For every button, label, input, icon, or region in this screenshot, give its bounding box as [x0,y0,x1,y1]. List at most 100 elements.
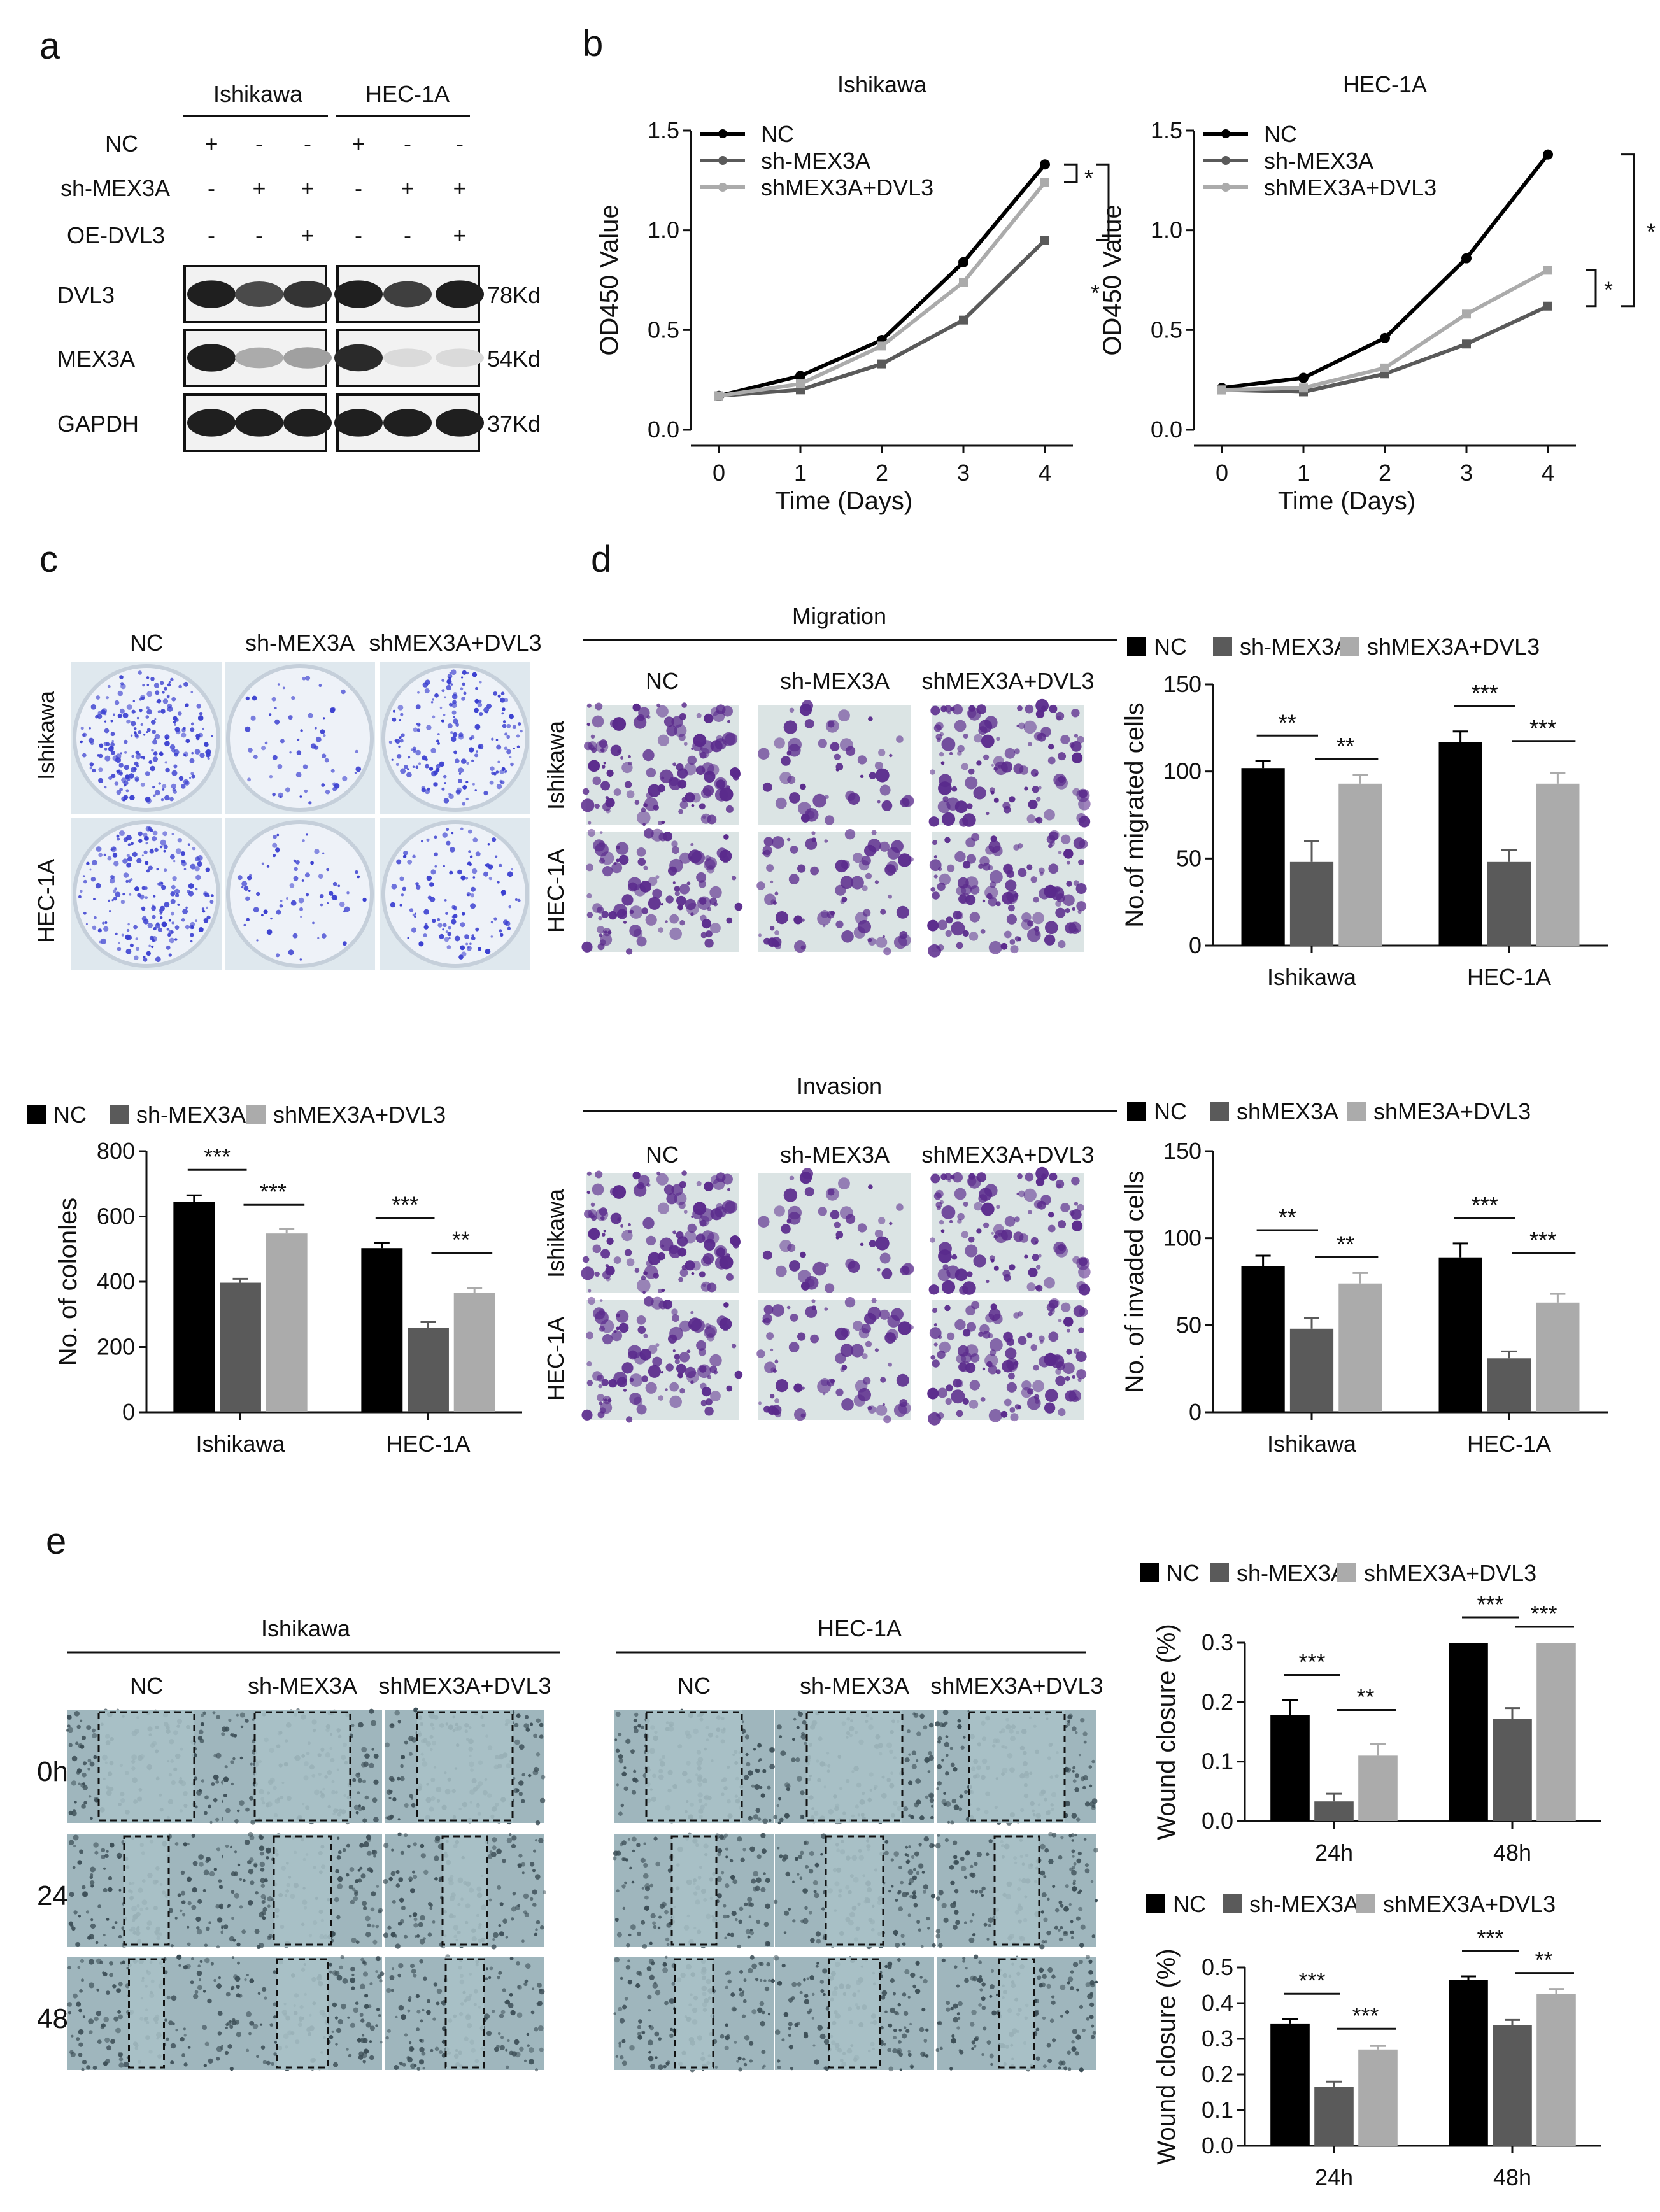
transwell-image-speck [657,1202,670,1214]
transwell-image-speck [628,761,632,765]
wound-image-speck [355,1773,361,1778]
colony [129,893,132,896]
wound-image-speck [225,2026,228,2029]
wound-border [444,1958,485,2069]
colony [479,712,483,716]
wound-image-speck [236,1809,240,1813]
wound-image-speck [958,1807,963,1811]
transwell-image-speck [1032,1254,1039,1261]
colony [433,770,438,776]
wound-image-speck [373,1854,376,1858]
wound-image-speck [432,2017,436,2021]
wound-image-speck [985,1852,990,1856]
transwell-image-speck [976,1228,982,1234]
transwell-image-speck [825,719,839,733]
wound-image-speck [388,1876,393,1882]
data-point [877,359,886,369]
transwell-image-speck [1004,748,1016,759]
colony [301,879,304,882]
transwell-image-speck [788,1205,802,1220]
transwell-image-speck [691,748,694,750]
transwell-image-speck [985,846,995,855]
wound-image-speck [745,1752,749,1757]
wound-image-speck [935,1934,940,1939]
transwell-image-speck [865,872,872,879]
wound-image-speck [1060,1904,1064,1908]
wound-image-speck [1077,1890,1081,1894]
transwell-image-speck [1066,881,1072,887]
colony [269,774,273,779]
colony [437,733,440,735]
wound-image-speck [250,1880,255,1885]
transwell-image-speck [841,860,850,870]
wound-image-speck [383,1932,389,1938]
colony [110,742,115,747]
wound-image-speck [353,1804,359,1810]
transwell-image-speck [594,1271,600,1277]
wound-image-speck [792,1880,795,1883]
wound-image-speck [530,1897,534,1901]
wound-image-speck [230,1760,234,1764]
wound-image-speck [369,2025,375,2031]
transwell-image-speck [672,846,679,854]
wound-image-speck [224,2050,229,2055]
wound-image-speck [762,2066,765,2069]
colony [183,868,187,871]
transwell-image-speck [611,1330,623,1342]
wound-image-speck [1068,1834,1072,1838]
wound-image-speck [784,1782,790,1788]
colony [166,928,170,931]
wound-image-speck [273,2015,276,2019]
wound-image-speck [792,1738,795,1741]
wound-image-speck [259,1851,264,1856]
transwell-image-speck [954,1319,966,1331]
transwell-image-speck [1005,879,1017,891]
wound-image-speck [426,2010,431,2015]
wound-image-speck [819,2033,826,2039]
wound-image-speck [626,1943,630,1948]
wound-image-speck [273,1970,276,1974]
transwell-image-speck [646,792,653,799]
transwell-image-speck [790,1314,798,1322]
wound-image-speck [909,1894,913,1899]
wound-image-speck [488,1898,492,1902]
transwell-image-speck [710,1175,720,1184]
colony [148,865,153,871]
colony [159,909,162,912]
wound-image-speck [959,2050,964,2055]
transwell-image-speck [840,1344,854,1357]
wound-image-speck [618,1811,623,1817]
transwell-image-speck [857,919,871,934]
transwell-image-speck [691,1261,701,1271]
wound-image-speck [246,2048,250,2052]
colony [391,758,394,761]
wound-image-speck [893,1851,899,1857]
transwell-image-speck [597,926,605,933]
wound-image-speck [231,1917,234,1920]
wound-image-speck [389,1723,395,1729]
wound-image-speck [201,1779,205,1783]
transwell-image-speck [937,1412,944,1419]
wound-image-speck [434,1855,439,1861]
transwell-image-speck [726,1385,733,1392]
wound-image-speck [269,2023,274,2027]
colony [395,763,399,767]
wound-image-speck [502,1918,507,1924]
colony [125,934,131,940]
wound-image-speck [415,1994,420,1999]
wound-image-speck [913,1713,919,1718]
colony [460,875,466,881]
colony [474,707,479,713]
wound-image-speck [180,1870,185,1875]
wound-image-speck [663,2064,667,2069]
transwell-image-speck [642,1291,646,1294]
transwell-image-speck [632,1171,641,1180]
wound-image-speck [81,1978,84,1982]
wound-image-speck [716,1876,722,1882]
colony [280,739,285,744]
wound-image-speck [935,1843,941,1849]
blot-band [436,348,484,367]
transwell-image-speck [691,1216,694,1218]
colony [434,865,437,868]
transwell-image-speck [927,1387,939,1400]
